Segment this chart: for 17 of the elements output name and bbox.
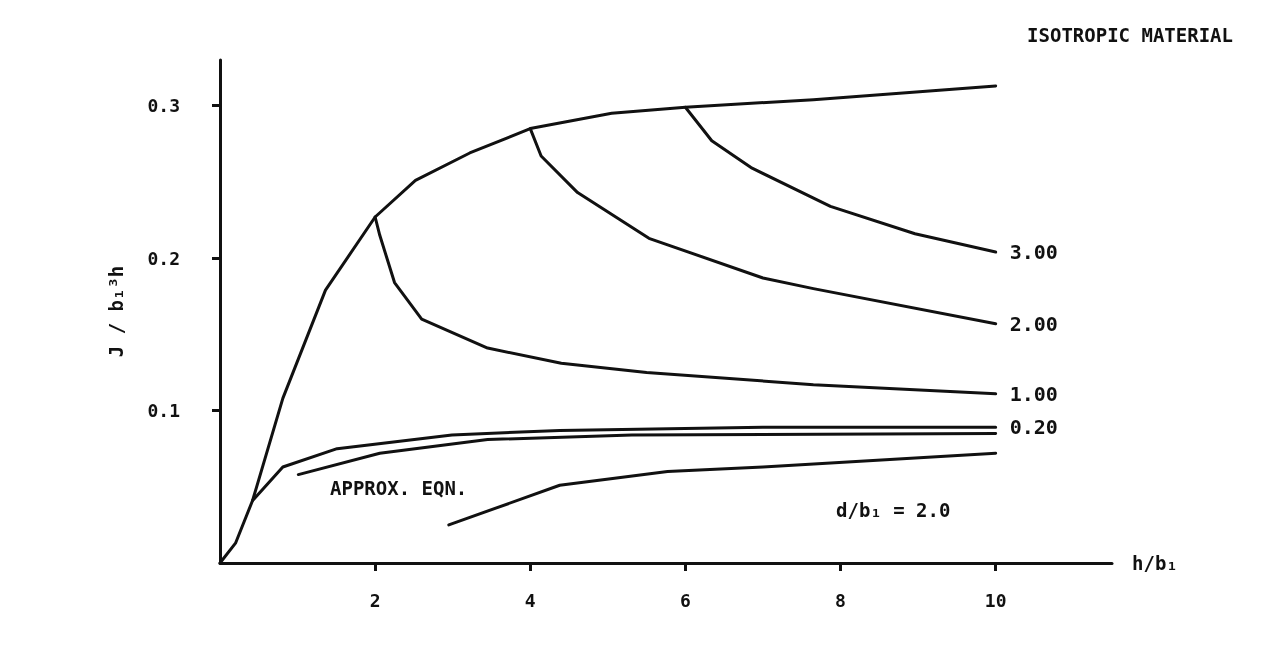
x-tick-label: 6 [679, 589, 691, 611]
chart-title: ISOTROPIC MATERIAL [1027, 23, 1233, 46]
y-axis-title: J / b₁³h [104, 265, 127, 358]
series-label: 3.00 [1009, 240, 1058, 265]
series-label: 1.00 [1009, 381, 1058, 406]
x-tick-label: 10 [984, 589, 1007, 611]
annotation: d/b₁ = 2.0 [836, 498, 951, 521]
y-tick-label: 0.2 [147, 247, 180, 269]
x-tick-label: 4 [524, 589, 536, 611]
series-label: 2.00 [1009, 311, 1058, 336]
x-tick-label: 2 [369, 589, 381, 611]
y-tick-label: 0.1 [147, 400, 180, 422]
annotation: APPROX. EQN. [330, 476, 468, 499]
y-tick-label: 0.3 [147, 95, 180, 117]
series-label: 0.20 [1009, 415, 1058, 440]
x-tick-label: 8 [835, 589, 846, 611]
x-axis-title: h/b₁ [1132, 552, 1178, 574]
